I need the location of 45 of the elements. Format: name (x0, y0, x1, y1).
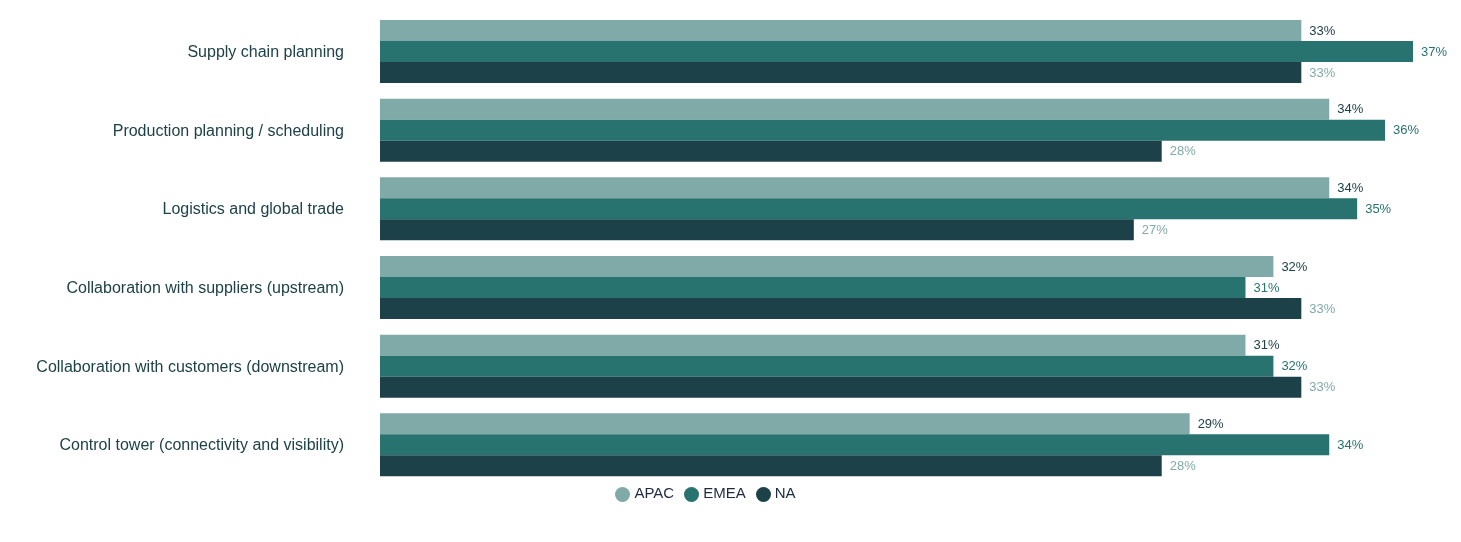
data-label: 34% (1337, 179, 1364, 195)
bar (380, 177, 1330, 199)
y-tick-label: Logistics and global trade (162, 200, 345, 218)
data-label: 34% (1337, 101, 1364, 117)
bar (380, 455, 1162, 477)
bar (380, 334, 1246, 356)
bar (380, 219, 1134, 241)
bar (380, 355, 1274, 377)
y-tick-label: Control tower (connectivity and visibility) (59, 436, 344, 454)
data-label: 31% (1253, 337, 1280, 353)
data-label: 32% (1281, 258, 1308, 274)
bar (380, 198, 1358, 220)
y-tick-label: Collaboration with customers (downstream) (36, 357, 344, 375)
data-label: 33% (1309, 22, 1336, 38)
legend-label: APAC (634, 484, 675, 501)
legend-label: NA (774, 484, 796, 501)
data-label: 35% (1365, 200, 1392, 216)
data-label: 37% (1421, 43, 1448, 59)
bar (380, 298, 1302, 319)
legend-label: EMEA (703, 484, 746, 501)
data-label: 28% (1169, 457, 1197, 473)
data-label: 34% (1337, 436, 1364, 452)
bar (380, 140, 1162, 162)
data-label: 28% (1169, 143, 1197, 159)
data-label: 31% (1253, 279, 1280, 295)
bar (380, 62, 1302, 83)
bar (380, 119, 1386, 141)
bar (380, 98, 1330, 120)
data-label: 27% (1141, 221, 1169, 237)
bar (380, 376, 1302, 398)
data-label: 33% (1309, 300, 1336, 316)
data-label: 32% (1281, 358, 1308, 374)
data-label: 29% (1197, 415, 1225, 431)
bar (380, 41, 1413, 62)
y-tick-label: Supply chain planning (187, 43, 344, 61)
bar (380, 20, 1302, 41)
data-label: 33% (1309, 379, 1336, 395)
bar (380, 256, 1274, 277)
bar (380, 434, 1330, 456)
bar (380, 277, 1246, 298)
y-tick-label: Collaboration with suppliers (upstream) (66, 279, 344, 297)
y-tick-label: Production planning / scheduling (112, 121, 344, 139)
bar (380, 413, 1190, 435)
data-label: 33% (1309, 64, 1336, 80)
data-label: 36% (1393, 122, 1420, 138)
